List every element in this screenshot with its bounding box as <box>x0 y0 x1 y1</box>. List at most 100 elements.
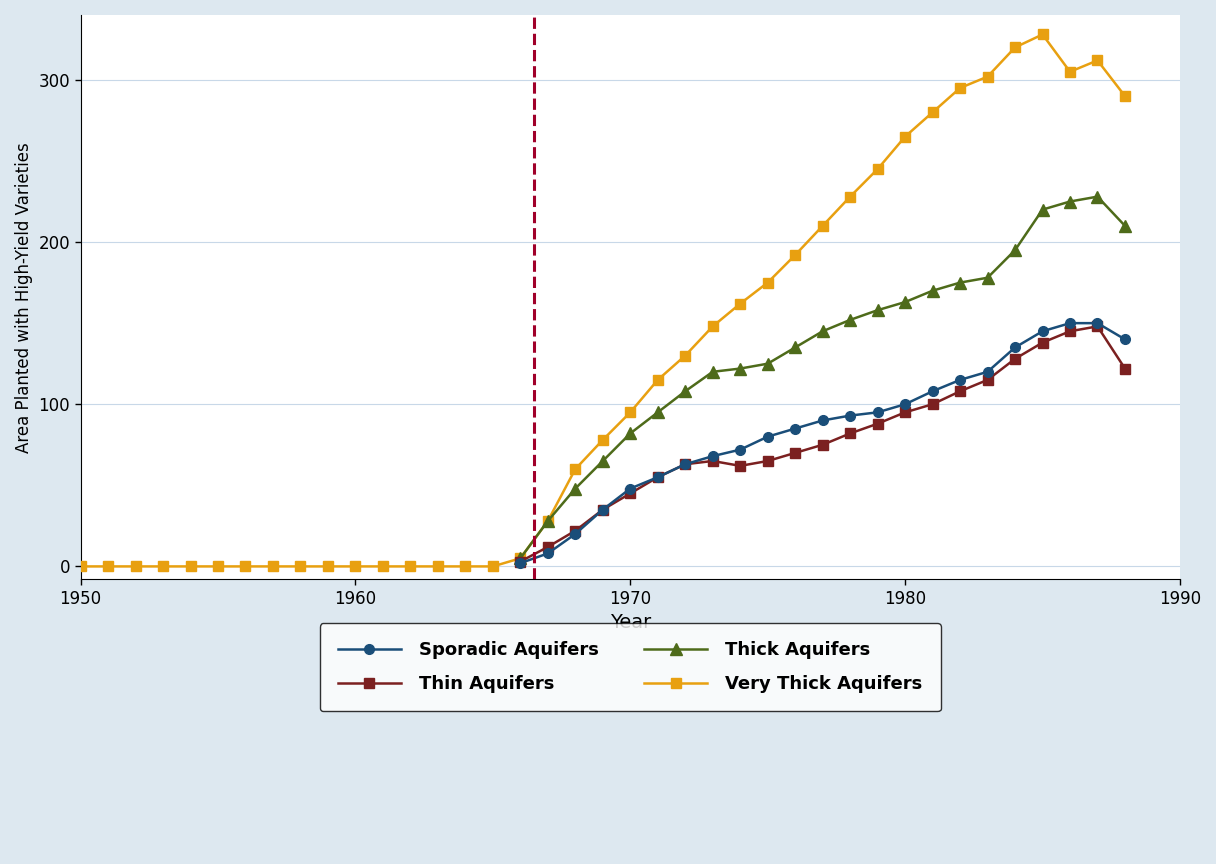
Very Thick Aquifers <box>101 562 116 572</box>
Very Thick Aquifers <box>733 298 748 308</box>
Thick Aquifers <box>541 516 556 526</box>
Sporadic Aquifers <box>1091 318 1105 328</box>
Thick Aquifers <box>1063 196 1077 206</box>
Thick Aquifers <box>843 314 857 325</box>
Very Thick Aquifers <box>679 351 693 361</box>
Thin Aquifers <box>623 488 637 499</box>
Thin Aquifers <box>897 407 912 417</box>
Sporadic Aquifers <box>843 410 857 421</box>
Sporadic Aquifers <box>925 386 940 397</box>
Thick Aquifers <box>871 305 885 315</box>
Very Thick Aquifers <box>376 562 390 572</box>
Sporadic Aquifers <box>596 505 610 515</box>
Thin Aquifers <box>760 456 775 467</box>
Thick Aquifers <box>733 364 748 374</box>
Very Thick Aquifers <box>953 83 968 93</box>
Sporadic Aquifers <box>788 423 803 434</box>
Very Thick Aquifers <box>402 562 417 572</box>
Line: Very Thick Aquifers: Very Thick Aquifers <box>75 29 1130 571</box>
Very Thick Aquifers <box>623 407 637 417</box>
Thin Aquifers <box>705 456 720 467</box>
Very Thick Aquifers <box>485 562 500 572</box>
Thin Aquifers <box>1091 321 1105 332</box>
Very Thick Aquifers <box>980 72 995 82</box>
Thick Aquifers <box>513 553 528 563</box>
Line: Thin Aquifers: Thin Aquifers <box>516 321 1130 567</box>
Very Thick Aquifers <box>293 562 308 572</box>
Sporadic Aquifers <box>1008 342 1023 353</box>
Very Thick Aquifers <box>871 164 885 175</box>
Thick Aquifers <box>623 429 637 439</box>
Sporadic Aquifers <box>568 529 582 539</box>
Very Thick Aquifers <box>760 277 775 288</box>
Very Thick Aquifers <box>816 220 831 231</box>
Very Thick Aquifers <box>265 562 280 572</box>
Thick Aquifers <box>596 456 610 467</box>
Sporadic Aquifers <box>705 451 720 461</box>
Thin Aquifers <box>1063 326 1077 336</box>
Thick Aquifers <box>679 386 693 397</box>
Sporadic Aquifers <box>513 558 528 569</box>
Thin Aquifers <box>596 505 610 515</box>
Thick Aquifers <box>980 272 995 283</box>
Very Thick Aquifers <box>651 375 665 385</box>
Thin Aquifers <box>816 440 831 450</box>
Very Thick Aquifers <box>1063 67 1077 77</box>
Very Thick Aquifers <box>458 562 473 572</box>
Sporadic Aquifers <box>1063 318 1077 328</box>
Thick Aquifers <box>1035 205 1049 215</box>
Sporadic Aquifers <box>1035 326 1049 336</box>
Line: Thick Aquifers: Thick Aquifers <box>514 191 1131 564</box>
Very Thick Aquifers <box>843 192 857 202</box>
Sporadic Aquifers <box>679 459 693 469</box>
Thin Aquifers <box>568 525 582 536</box>
Thick Aquifers <box>1008 245 1023 256</box>
Thin Aquifers <box>1118 364 1132 374</box>
Thick Aquifers <box>897 297 912 308</box>
Thin Aquifers <box>733 461 748 471</box>
Very Thick Aquifers <box>788 250 803 260</box>
Thick Aquifers <box>925 285 940 295</box>
Thick Aquifers <box>816 326 831 336</box>
Thin Aquifers <box>513 556 528 567</box>
Sporadic Aquifers <box>816 416 831 426</box>
Thin Aquifers <box>953 386 968 397</box>
Very Thick Aquifers <box>73 562 88 572</box>
Thick Aquifers <box>788 342 803 353</box>
Thin Aquifers <box>871 418 885 429</box>
Sporadic Aquifers <box>541 549 556 559</box>
Very Thick Aquifers <box>238 562 253 572</box>
Very Thick Aquifers <box>1118 91 1132 101</box>
Very Thick Aquifers <box>321 562 336 572</box>
Thin Aquifers <box>1035 338 1049 348</box>
Sporadic Aquifers <box>871 407 885 417</box>
Sporadic Aquifers <box>733 444 748 454</box>
Very Thick Aquifers <box>128 562 142 572</box>
Sporadic Aquifers <box>1118 334 1132 345</box>
Very Thick Aquifers <box>897 131 912 142</box>
Thick Aquifers <box>705 366 720 377</box>
Thick Aquifers <box>568 483 582 493</box>
Thin Aquifers <box>788 448 803 458</box>
Very Thick Aquifers <box>925 107 940 118</box>
Sporadic Aquifers <box>760 431 775 442</box>
Thin Aquifers <box>1008 353 1023 364</box>
Sporadic Aquifers <box>980 366 995 377</box>
Very Thick Aquifers <box>1035 29 1049 40</box>
Very Thick Aquifers <box>430 562 445 572</box>
Sporadic Aquifers <box>651 472 665 482</box>
Thick Aquifers <box>651 407 665 417</box>
Very Thick Aquifers <box>513 553 528 563</box>
Thick Aquifers <box>1091 192 1105 202</box>
Thin Aquifers <box>925 399 940 410</box>
Thin Aquifers <box>843 429 857 439</box>
Very Thick Aquifers <box>1008 42 1023 53</box>
Sporadic Aquifers <box>623 483 637 493</box>
Legend: Sporadic Aquifers, Thin Aquifers, Thick Aquifers, Very Thick Aquifers: Sporadic Aquifers, Thin Aquifers, Thick … <box>320 623 941 711</box>
Very Thick Aquifers <box>596 435 610 445</box>
Very Thick Aquifers <box>156 562 170 572</box>
Thick Aquifers <box>1118 220 1132 231</box>
Very Thick Aquifers <box>705 321 720 332</box>
Thick Aquifers <box>760 359 775 369</box>
Line: Sporadic Aquifers: Sporadic Aquifers <box>516 318 1130 568</box>
